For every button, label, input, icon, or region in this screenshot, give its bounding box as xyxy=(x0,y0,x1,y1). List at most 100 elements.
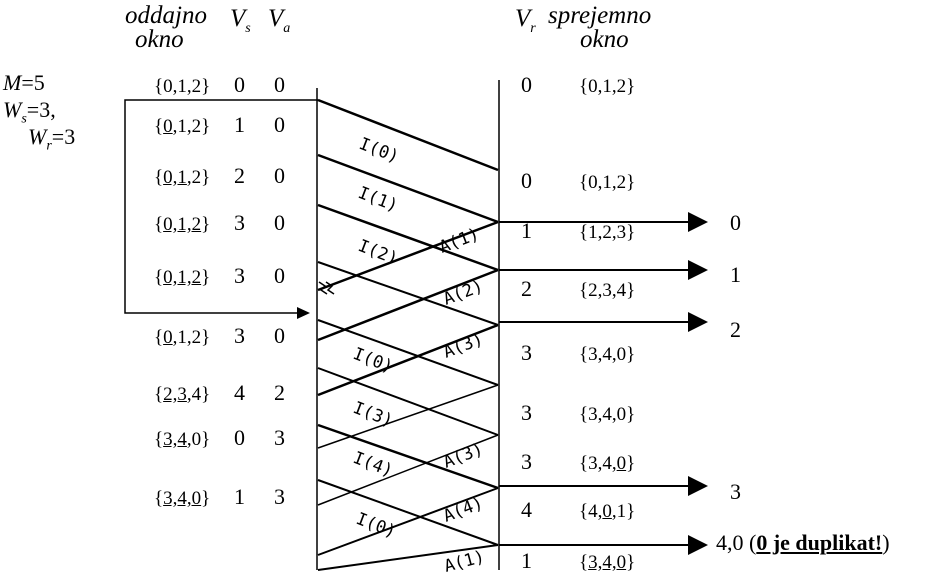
ack-line-a4 xyxy=(317,487,499,556)
sender-va: 0 xyxy=(274,163,285,188)
frame-label-i0: I(0) xyxy=(356,134,401,167)
receiver-vr: 3 xyxy=(521,400,532,425)
receiver-vr: 0 xyxy=(521,72,532,97)
sender-vs: 1 xyxy=(234,112,245,137)
sender-window: {3,4,0} xyxy=(154,488,211,509)
sender-vs: 2 xyxy=(234,163,245,188)
receiver-window: {3,4,0} xyxy=(579,453,636,474)
receiver-row: 3 {3,4,0} xyxy=(521,340,635,366)
frame-line-i0 xyxy=(317,98,499,172)
receiver-window: {4,0,1} xyxy=(579,501,636,522)
receiver-row: 3 {3,4,0} xyxy=(521,400,635,426)
frame-label-i0c: I(0) xyxy=(353,509,398,542)
delivery-label-2: 2 xyxy=(730,317,741,342)
sender-window: {0,1,2} xyxy=(154,76,211,97)
frame-line-i0b xyxy=(317,319,499,386)
frame-line-i1 xyxy=(317,153,499,224)
lost-frame-mark xyxy=(318,281,335,295)
sender-window: {0,1,2} xyxy=(154,267,211,288)
frame-line-i2 xyxy=(317,203,499,272)
frame-label-i3: I(3) xyxy=(350,398,395,431)
receiver-window: {3,4,0} xyxy=(579,404,636,425)
ack-line-a3 xyxy=(317,323,499,397)
sender-window: {3,4,0} xyxy=(154,429,211,450)
sender-va: 0 xyxy=(274,112,285,137)
frame-line-lost xyxy=(317,261,499,326)
sender-va: 2 xyxy=(274,380,285,405)
receiver-vr: 0 xyxy=(521,168,532,193)
receiver-row: 1 {3,4,0} xyxy=(521,548,635,574)
delivery-label-3: 3 xyxy=(730,479,741,504)
sender-vs: 4 xyxy=(234,380,245,405)
receiver-window-header: sprejemno xyxy=(548,2,652,29)
sender-vs: 0 xyxy=(234,72,245,97)
ack-label-a1: A(1) xyxy=(437,224,482,257)
delivery-label-0: 0 xyxy=(730,210,741,235)
sender-row: {0,1,2} 3 0 xyxy=(154,323,285,349)
receiver-window-header-2: okno xyxy=(580,26,629,53)
sender-vs: 0 xyxy=(234,425,245,450)
ack-line-a1 xyxy=(317,220,499,292)
frame-line-i3 xyxy=(317,367,499,436)
sender-row: {3,4,0} 0 3 xyxy=(154,425,285,451)
sender-vs: 1 xyxy=(234,484,245,509)
delivery-label-4: 4,0 (0 je duplikat!) xyxy=(716,530,890,555)
sender-vs: 3 xyxy=(234,323,245,348)
ack-label-a4: A(4) xyxy=(441,493,486,526)
sender-window: {0,1,2} xyxy=(154,327,211,348)
receiver-row: 4 {4,0,1} xyxy=(521,497,635,523)
sender-window: {0,1,2} xyxy=(154,214,211,235)
sender-window-header-2: okno xyxy=(135,26,184,53)
receiver-window: {3,4,0} xyxy=(579,344,636,365)
receiver-window: {1,2,3} xyxy=(579,222,636,243)
ack-line-a1b xyxy=(317,544,499,571)
vr-header: Vr xyxy=(515,5,536,36)
receiver-vr: 3 xyxy=(521,340,532,365)
sender-row: {3,4,0} 1 3 xyxy=(154,484,285,510)
receiver-window: {0,1,2} xyxy=(579,76,636,97)
receiver-vr: 2 xyxy=(521,276,532,301)
sender-va: 0 xyxy=(274,210,285,235)
sender-va: 0 xyxy=(274,323,285,348)
sender-window-header: oddajno xyxy=(125,2,207,29)
param-m: M=5 xyxy=(3,70,45,95)
receiver-row: 3 {3,4,0} xyxy=(521,449,635,475)
receiver-row: 2 {2,3,4} xyxy=(521,276,635,302)
receiver-window: {2,3,4} xyxy=(579,280,636,301)
sender-row: {0,1,2} 1 0 xyxy=(154,112,285,138)
receiver-window: {3,4,0} xyxy=(579,552,636,573)
receiver-row: 0 {0,1,2} xyxy=(521,168,635,194)
timeout-bracket xyxy=(124,99,318,314)
vs-header: Vs xyxy=(230,5,251,36)
frame-line-i0c xyxy=(317,479,499,546)
ack-label-a3b: A(3) xyxy=(441,439,486,472)
sender-vs: 3 xyxy=(234,210,245,235)
frame-line-i4 xyxy=(317,423,499,490)
receiver-row: 0 {0,1,2} xyxy=(521,72,635,98)
ack-label-a2: A(2) xyxy=(441,276,486,309)
receiver-vr: 3 xyxy=(521,449,532,474)
sender-window: {0,1,2} xyxy=(154,167,211,188)
sender-window: {0,1,2} xyxy=(154,116,211,137)
sender-row: {0,1,2} 3 0 xyxy=(154,210,285,236)
receiver-vr: 1 xyxy=(521,218,532,243)
sender-va: 3 xyxy=(274,484,285,509)
ack-line-x1 xyxy=(317,384,499,449)
sender-row: {0,1,2} 0 0 xyxy=(154,72,285,98)
ack-line-x2 xyxy=(317,434,499,506)
sender-va: 0 xyxy=(274,263,285,288)
sender-va: 3 xyxy=(274,425,285,450)
param-ws: Ws=3, xyxy=(3,97,56,127)
va-header: Va xyxy=(268,5,291,36)
sender-window: {2,3,4} xyxy=(154,384,211,405)
sender-va: 0 xyxy=(274,72,285,97)
param-wr: Wr=3 xyxy=(28,124,76,154)
sender-row: {0,1,2} 3 0 xyxy=(154,263,285,289)
receiver-vr: 1 xyxy=(521,548,532,573)
delivery-label-1: 1 xyxy=(730,262,741,287)
receiver-vr: 4 xyxy=(521,497,532,522)
sender-vs: 3 xyxy=(234,263,245,288)
sender-row: {0,1,2} 2 0 xyxy=(154,163,285,189)
frame-label-i2: I(2) xyxy=(355,236,400,269)
